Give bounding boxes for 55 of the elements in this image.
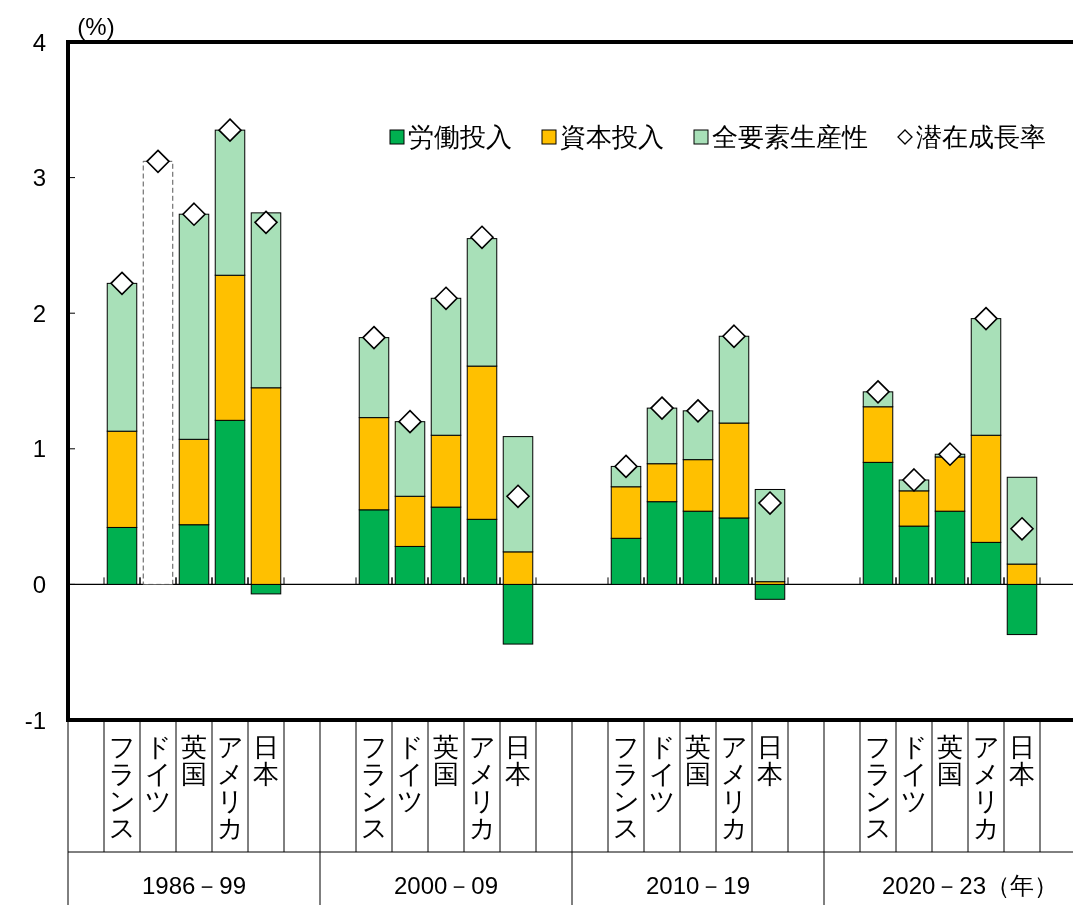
x-tick-label: フランス [864,732,892,843]
x-tick-label: アメリカ [468,732,496,843]
x-tick-label: アメリカ [972,732,1000,843]
bar [754,583,786,600]
legend-label: 全要素生産性 [712,122,868,152]
x-tick-label: フランス [612,732,640,843]
x-tick-label: 英国 [937,732,963,789]
x-tick-label: アメリカ [216,732,244,843]
point [254,210,278,235]
x-tick-label: ドイツ [900,732,928,816]
point [218,118,242,142]
point [938,442,962,467]
y-tick-label: 2 [32,299,46,327]
point [650,396,674,420]
point [434,286,458,311]
legend-label: 資本投入 [560,122,664,152]
x-tick-label: 日本 [1009,732,1035,789]
point [974,306,998,331]
y-axis-title: (%) [77,12,115,40]
y-tick-label: 1 [32,435,46,463]
point [362,325,386,350]
point [614,454,638,479]
x-tick-label: ドイツ [144,732,172,816]
x-tick-label: 英国 [181,732,207,789]
point [902,468,926,492]
x-tick-label: フランス [360,732,388,843]
x-tick-label: ドイツ [396,732,424,816]
x-tick-label: 英国 [685,732,711,789]
point [506,484,530,509]
text: 1986－99 [141,871,247,899]
point [398,409,422,434]
x-tick-label: 日本 [757,732,783,789]
text: 2010－19 [645,871,751,899]
point [146,149,170,174]
point [470,225,494,250]
text: 2020－23（年） [881,871,1059,899]
legend-label: 労働投入 [408,122,512,152]
y-tick-label: 0 [32,570,46,598]
x-tick-label: ドイツ [648,732,676,816]
x-tick-label: フランス [108,732,136,843]
x-tick-label: 英国 [433,732,459,789]
y-tick-label: 4 [32,28,46,56]
point [182,202,206,227]
point [722,324,746,349]
point [686,399,710,423]
point [758,491,782,515]
x-tick-label: 日本 [505,732,531,789]
legend-label: 潜在成長率 [916,122,1046,152]
y-tick-label: -1 [24,706,46,734]
x-tick-label: 日本 [253,732,279,789]
y-tick-label: 3 [32,164,46,192]
point [866,380,890,404]
x-tick-label: アメリカ [720,732,748,843]
point [110,271,134,296]
text: 2000－09 [393,871,499,899]
